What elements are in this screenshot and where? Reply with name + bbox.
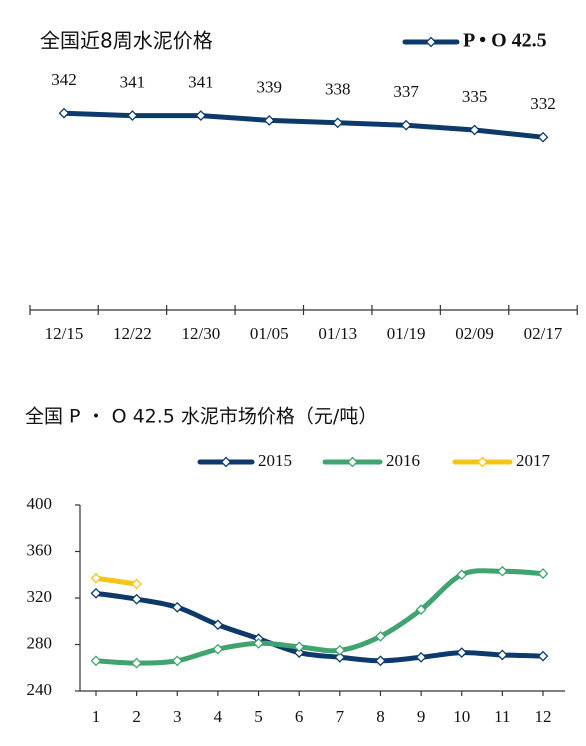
- x-tick-label: 12: [535, 707, 552, 726]
- data-label: 341: [188, 73, 214, 92]
- point-marker: [58, 107, 70, 119]
- y-tick-label: 400: [27, 494, 53, 513]
- legend-marker: [425, 36, 437, 48]
- point-marker: [332, 117, 344, 129]
- point-marker: [90, 655, 102, 667]
- x-tick-label: 01/13: [318, 324, 357, 343]
- x-tick-label: 01/19: [387, 324, 426, 343]
- x-tick-label: 7: [336, 707, 345, 726]
- point-marker: [415, 651, 427, 663]
- point-marker: [496, 649, 508, 661]
- x-tick-label: 6: [295, 707, 304, 726]
- point-marker: [131, 593, 143, 605]
- x-tick-label: 2: [132, 707, 141, 726]
- point-marker: [171, 601, 183, 613]
- data-label: 337: [393, 82, 419, 101]
- x-tick-label: 5: [254, 707, 263, 726]
- point-marker: [400, 119, 412, 131]
- point-marker: [171, 655, 183, 667]
- point-marker: [90, 587, 102, 599]
- point-marker: [456, 569, 468, 581]
- x-tick-label: 12/22: [113, 324, 152, 343]
- x-tick-label: 11: [494, 707, 510, 726]
- legend-marker: [220, 456, 232, 468]
- point-marker: [456, 647, 468, 659]
- series-line: [93, 575, 140, 587]
- x-tick-label: 3: [173, 707, 182, 726]
- point-marker: [375, 630, 386, 642]
- data-label: 332: [530, 94, 556, 113]
- y-tick-label: 240: [27, 680, 53, 699]
- x-tick-label: 1: [92, 707, 101, 726]
- x-tick-label: 02/09: [455, 324, 494, 343]
- chart-title: 全国 P ・ O 42.5 水泥市场价格（元/吨）: [25, 406, 377, 428]
- point-marker: [263, 114, 275, 126]
- point-marker: [212, 619, 224, 631]
- data-label: 342: [51, 70, 77, 89]
- point-marker: [131, 578, 143, 590]
- x-tick-label: 10: [453, 707, 470, 726]
- point-marker: [334, 651, 346, 663]
- point-marker: [469, 124, 480, 136]
- y-tick-label: 360: [27, 540, 53, 559]
- point-marker: [293, 647, 305, 659]
- legend-marker: [347, 456, 358, 468]
- point-marker: [253, 637, 264, 649]
- point-marker: [195, 110, 207, 122]
- point-marker: [127, 110, 138, 122]
- point-marker: [537, 131, 549, 143]
- x-tick-label: 4: [214, 707, 223, 726]
- legend-label: 2016: [386, 451, 420, 470]
- point-marker: [375, 655, 386, 667]
- data-label: 341: [120, 73, 146, 92]
- y-tick-label: 280: [27, 633, 53, 652]
- y-tick-label: 320: [27, 587, 53, 606]
- point-marker: [415, 604, 427, 616]
- x-tick-label: 02/17: [524, 324, 563, 343]
- point-marker: [131, 657, 143, 669]
- legend-label: 2015: [258, 451, 292, 470]
- point-marker: [537, 650, 549, 662]
- x-tick-label: 12/15: [45, 324, 84, 343]
- x-tick-label: 12/30: [181, 324, 220, 343]
- series-line: [93, 568, 546, 666]
- legend-label: 2017: [516, 451, 551, 470]
- data-label: 335: [462, 87, 488, 106]
- point-marker: [334, 644, 346, 656]
- chart-title: 全国近8周水泥价格: [40, 29, 213, 53]
- x-tick-label: 9: [417, 707, 426, 726]
- legend-marker: [477, 456, 488, 468]
- legend-label: P • O 42.5: [463, 30, 547, 52]
- point-marker: [537, 568, 549, 580]
- point-marker: [90, 572, 102, 584]
- x-tick-label: 8: [376, 707, 385, 726]
- point-marker: [293, 641, 305, 653]
- point-marker: [212, 643, 224, 655]
- series-line: [61, 110, 546, 140]
- point-marker: [496, 565, 508, 577]
- data-label: 339: [257, 77, 283, 96]
- data-label: 338: [325, 80, 351, 99]
- x-tick-label: 01/05: [250, 324, 289, 343]
